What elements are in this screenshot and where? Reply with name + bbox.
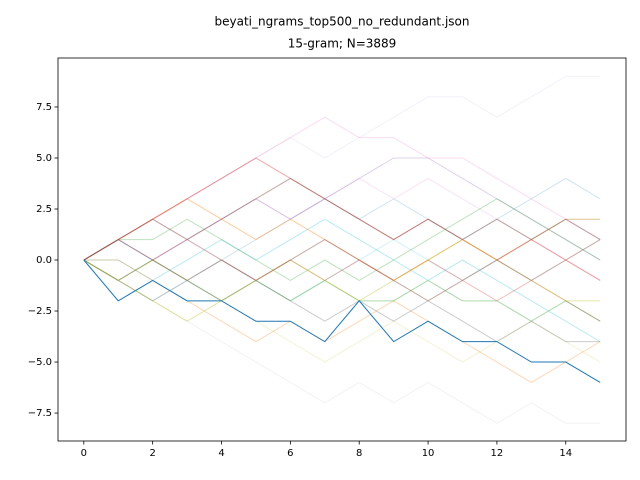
series-line	[83, 198, 601, 281]
plot-area	[83, 75, 601, 424]
series-line	[83, 198, 601, 281]
series-line	[83, 259, 601, 383]
series-line	[83, 218, 601, 302]
series-line	[83, 157, 601, 261]
y-tick-label: 5.0	[36, 153, 52, 164]
series-line	[83, 218, 601, 343]
y-tick-label: 0.0	[36, 255, 52, 266]
series-line	[83, 116, 601, 261]
series-line	[83, 177, 601, 261]
x-tick-label: 0	[81, 448, 87, 459]
y-tick-label: −7.5	[28, 408, 52, 419]
series-line	[83, 259, 601, 343]
x-tick-label: 4	[218, 448, 224, 459]
chart-subtitle: 15-gram; N=3889	[288, 37, 397, 51]
x-tick-label: 10	[422, 448, 435, 459]
series-line	[83, 259, 601, 424]
y-tick-label: −2.5	[28, 306, 52, 317]
series-line	[83, 239, 601, 302]
y-tick-label: −5.0	[28, 357, 52, 368]
x-tick-label: 12	[491, 448, 504, 459]
y-tick-label: 2.5	[36, 204, 52, 215]
series-line	[83, 239, 601, 322]
x-tick-label: 8	[356, 448, 362, 459]
y-tick-label: 7.5	[36, 102, 52, 113]
axes-frame	[57, 57, 627, 442]
series-line	[83, 239, 601, 322]
x-tick-label: 2	[149, 448, 155, 459]
series-line	[83, 177, 601, 261]
series-line	[83, 157, 601, 281]
chart-title: beyati_ngrams_top500_no_redundant.json	[215, 15, 470, 29]
x-tick-label: 6	[287, 448, 293, 459]
series-line	[83, 75, 601, 261]
x-tick-label: 14	[559, 448, 572, 459]
